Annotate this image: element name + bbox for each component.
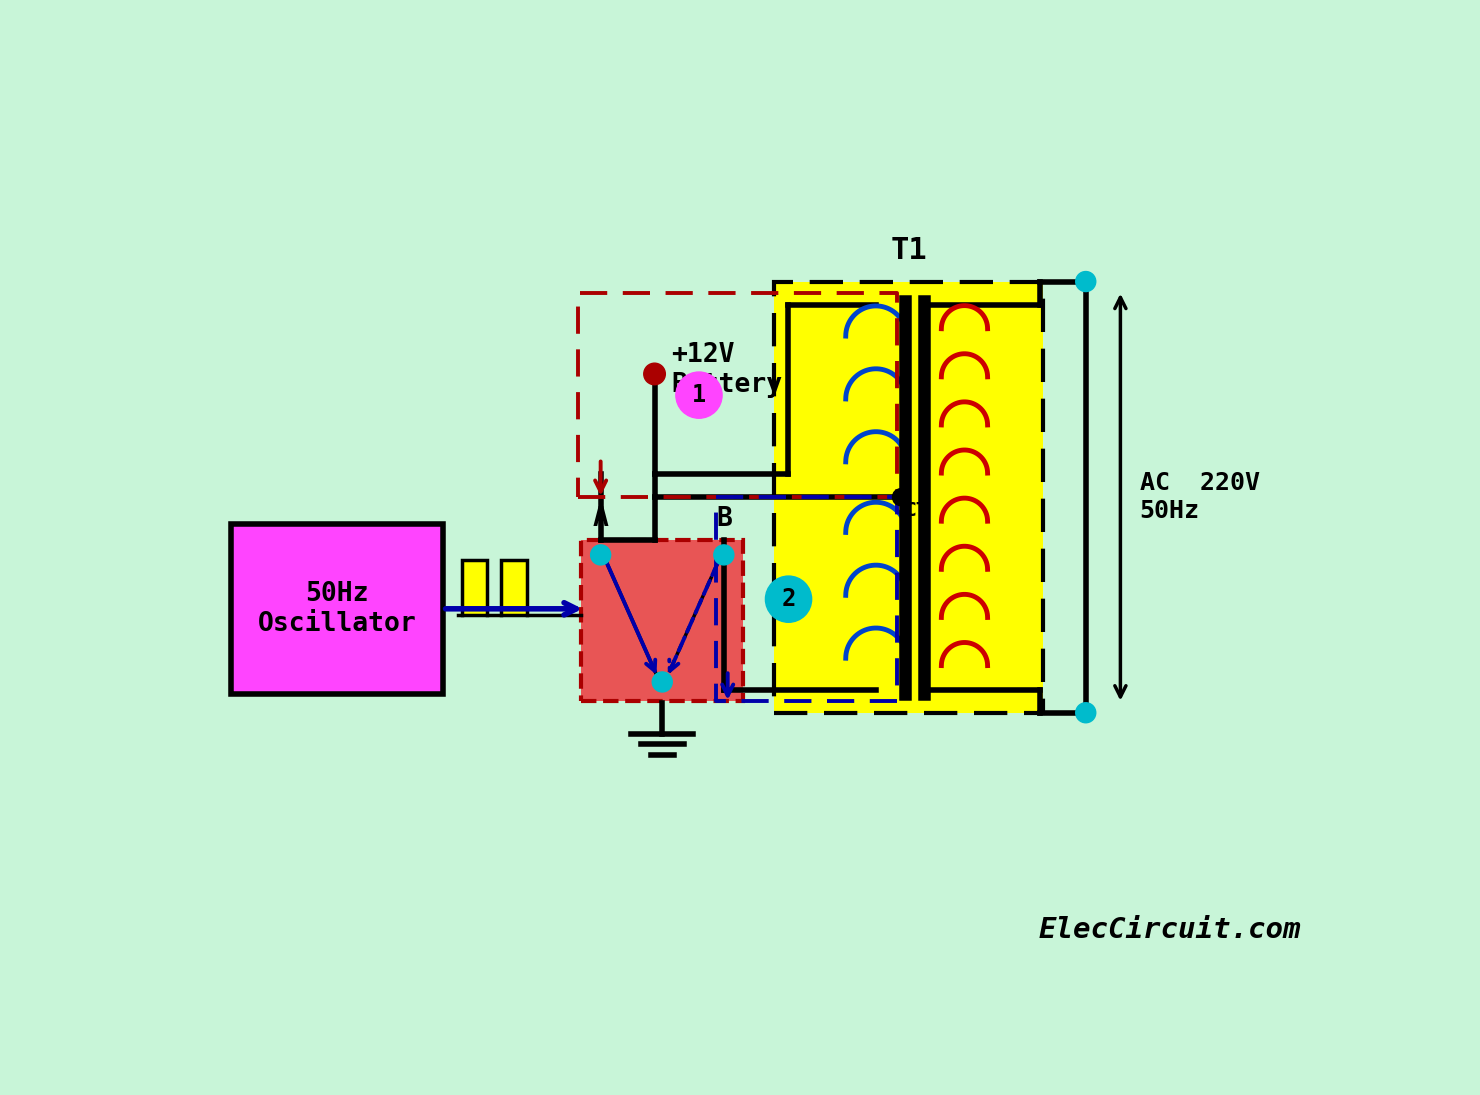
Circle shape	[892, 488, 909, 506]
Circle shape	[644, 364, 666, 384]
Circle shape	[591, 545, 611, 565]
Text: 2: 2	[781, 587, 796, 611]
Bar	[582, 540, 743, 701]
Circle shape	[713, 545, 734, 565]
Bar	[774, 281, 1043, 713]
Circle shape	[653, 672, 672, 692]
Text: +12V
Battery: +12V Battery	[672, 342, 783, 399]
Text: B: B	[716, 506, 731, 532]
Text: CT: CT	[904, 502, 928, 520]
Bar	[462, 560, 487, 615]
Text: T1: T1	[891, 235, 926, 265]
Text: A: A	[592, 506, 608, 532]
Text: 50Hz
Oscillator: 50Hz Oscillator	[258, 580, 416, 637]
Text: AC  220V
50Hz: AC 220V 50Hz	[1140, 471, 1259, 523]
Bar	[502, 560, 527, 615]
Bar	[231, 525, 443, 693]
Circle shape	[676, 372, 722, 418]
Circle shape	[765, 576, 811, 622]
Circle shape	[1076, 272, 1095, 291]
Text: ElecCircuit.com: ElecCircuit.com	[1039, 915, 1301, 944]
Circle shape	[1076, 703, 1095, 723]
Text: 1: 1	[691, 383, 706, 407]
